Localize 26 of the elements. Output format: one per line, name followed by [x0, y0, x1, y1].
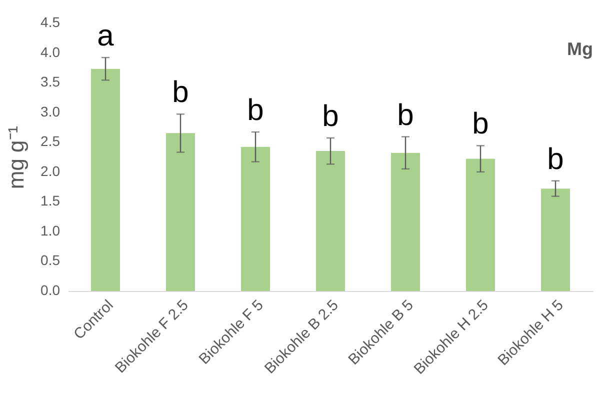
y-tick-label: 2.5: [40, 133, 60, 150]
y-tick-label: 1.5: [40, 192, 60, 209]
annotation: a: [97, 20, 114, 53]
y-tick-label: 3.0: [40, 103, 60, 120]
bar: [391, 152, 420, 291]
bar: [466, 158, 495, 291]
bar: [241, 146, 270, 291]
bar: [91, 68, 120, 291]
annotation: b: [547, 142, 564, 176]
annotation: b: [172, 76, 189, 110]
annotation: b: [472, 108, 489, 141]
bar: [541, 188, 570, 291]
y-axis-title: mg g⁻¹: [4, 126, 28, 190]
y-tick-label: 2.0: [40, 162, 60, 179]
annotation: b: [322, 100, 339, 133]
annotation: b: [397, 98, 414, 132]
bar: [166, 133, 195, 291]
y-tick-label: 3.5: [40, 74, 60, 90]
y-tick-label: 4.5: [40, 14, 60, 30]
y-tick-label: 1.0: [40, 222, 60, 238]
y-tick-label: 0.0: [40, 282, 60, 298]
y-tick-label: 4.0: [40, 44, 60, 60]
bar: [316, 151, 345, 291]
annotation: b: [247, 94, 264, 127]
annotation: Mg: [567, 39, 593, 59]
y-tick-label: 0.5: [40, 252, 60, 268]
